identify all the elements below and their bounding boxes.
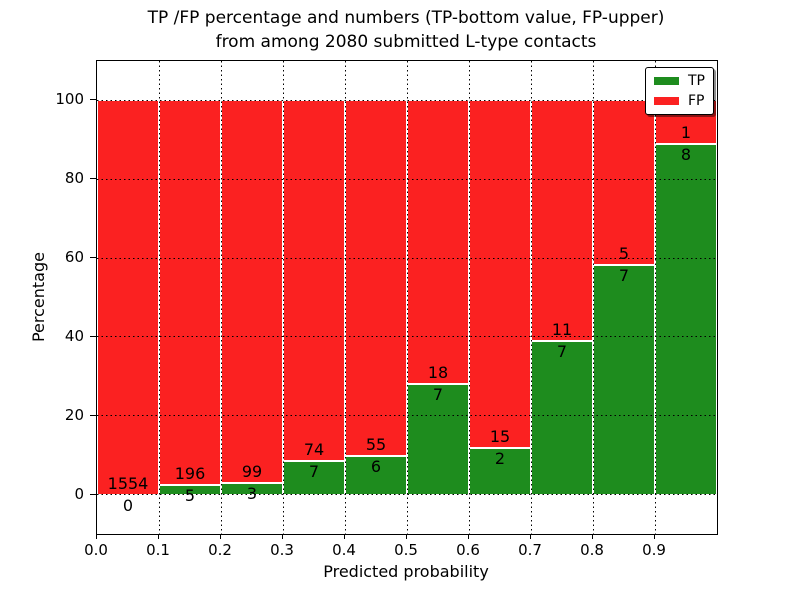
fp-count-label: 196 (174, 463, 206, 483)
v-gridline (592, 61, 594, 534)
tp-count-label: 0 (122, 495, 134, 515)
x-tick (530, 534, 531, 539)
legend-label-fp: FP (688, 93, 705, 109)
legend-label-tp: TP (688, 73, 705, 89)
x-tick (220, 534, 221, 539)
x-tick (344, 534, 345, 539)
legend-item-fp: FP (654, 94, 705, 108)
x-tick-label: 0.4 (332, 541, 356, 559)
y-tick (90, 414, 96, 416)
tp-count-label: 6 (370, 456, 382, 476)
y-tick-label: 80 (64, 169, 84, 188)
legend-swatch-fp (654, 97, 679, 105)
y-tick (90, 178, 96, 180)
fp-bar-segment (283, 100, 345, 461)
fp-bar-segment (345, 100, 407, 456)
tp-count-label: 3 (246, 483, 258, 503)
fp-count-label: 11 (551, 320, 573, 340)
y-tick (90, 257, 96, 259)
x-tick-label: 0.8 (580, 541, 604, 559)
fp-bar-segment (221, 100, 283, 483)
tp-bar-segment (531, 341, 593, 495)
tp-count-label: 7 (618, 265, 630, 285)
tp-bar-segment (593, 264, 655, 495)
fp-bar-segment (159, 100, 221, 485)
tp-bar-segment (283, 460, 345, 495)
y-tick-label: 0 (74, 484, 84, 503)
fp-bar-segment (97, 100, 159, 495)
fp-count-label: 55 (365, 434, 387, 454)
x-axis-label: Predicted probability (323, 562, 489, 581)
y-tick (90, 99, 96, 101)
tp-bar-segment (655, 144, 717, 495)
x-tick-label: 0.1 (146, 541, 170, 559)
x-tick-label: 0.9 (642, 541, 666, 559)
x-tick (96, 534, 97, 539)
fp-count-label: 1554 (107, 473, 149, 493)
tp-count-label: 2 (494, 449, 506, 469)
tp-count-label: 7 (432, 385, 444, 405)
x-tick (468, 534, 469, 539)
chart-title: TP /FP percentage and numbers (TP-bottom… (6, 6, 800, 54)
fp-count-label: 99 (241, 461, 263, 481)
fp-count-label: 74 (303, 439, 325, 459)
fp-bar-segment (593, 100, 655, 265)
x-tick-label: 0.3 (270, 541, 294, 559)
x-tick-label: 0.2 (208, 541, 232, 559)
y-tick-label: 40 (64, 326, 84, 345)
fp-count-label: 1 (680, 123, 692, 143)
v-gridline (220, 61, 222, 534)
tp-count-label: 8 (680, 145, 692, 165)
x-tick-label: 0.6 (456, 541, 480, 559)
chart-title-line1: TP /FP percentage and numbers (TP-bottom… (147, 8, 665, 28)
y-tick (90, 335, 96, 337)
fp-bar-segment (469, 100, 531, 449)
legend-swatch-tp (654, 77, 679, 85)
tp-count-label: 7 (556, 342, 568, 362)
tp-bar-segment (407, 384, 469, 495)
fp-bar-segment (407, 100, 469, 385)
x-tick (592, 534, 593, 539)
tp-count-label: 7 (308, 461, 320, 481)
tp-count-label: 5 (184, 485, 196, 505)
legend-item-tp: TP (654, 74, 705, 88)
fp-count-label: 5 (618, 243, 630, 263)
y-tick-label: 20 (64, 405, 84, 424)
v-gridline (344, 61, 346, 534)
x-tick-label: 0.0 (84, 541, 108, 559)
x-tick (406, 534, 407, 539)
y-tick (90, 493, 96, 495)
v-gridline (468, 61, 470, 534)
v-gridline (530, 61, 532, 534)
fp-count-label: 15 (489, 427, 511, 447)
y-tick-label: 60 (64, 248, 84, 267)
v-gridline (282, 61, 284, 534)
plot-area: TP FP 1554 0 196 5 99 3 74 7 55 6 18 7 15 2 11 7 5 7 1 8 (96, 60, 718, 535)
x-tick-label: 0.7 (518, 541, 542, 559)
tp-bar-segment (469, 448, 531, 495)
x-tick (158, 534, 159, 539)
v-gridline (406, 61, 408, 534)
x-tick (654, 534, 655, 539)
x-tick (282, 534, 283, 539)
fp-count-label: 18 (427, 363, 449, 383)
y-axis-label: Percentage (29, 252, 48, 343)
x-tick-label: 0.5 (394, 541, 418, 559)
chart-title-line2: from among 2080 submitted L-type contact… (215, 32, 597, 52)
v-gridline (654, 61, 656, 534)
y-tick-label: 100 (55, 90, 84, 109)
v-gridline (158, 61, 160, 534)
legend: TP FP (645, 67, 714, 115)
fp-bar-segment (531, 100, 593, 342)
